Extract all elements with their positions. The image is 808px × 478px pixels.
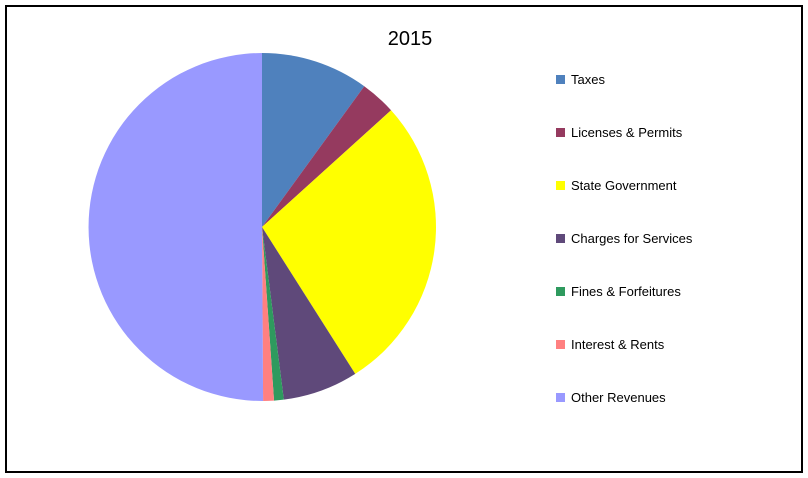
legend-label: Licenses & Permits <box>571 125 683 140</box>
pie-slice-4 <box>262 227 356 400</box>
legend: Taxes Licenses & Permits State Government C… <box>556 72 692 443</box>
legend-item: Other Revenues <box>556 390 692 443</box>
legend-swatch <box>556 128 565 137</box>
pie-slice-6 <box>262 227 275 401</box>
pie-slice-5 <box>262 227 284 401</box>
pie-slice-3 <box>262 110 436 374</box>
legend-swatch <box>556 340 565 349</box>
legend-label: Interest & Rents <box>571 337 665 352</box>
legend-label: Taxes <box>571 72 605 87</box>
legend-swatch <box>556 75 565 84</box>
legend-item: Licenses & Permits <box>556 125 692 178</box>
pie-slice-1 <box>262 53 365 227</box>
legend-swatch <box>556 234 565 243</box>
legend-label: Other Revenues <box>571 390 666 405</box>
legend-label: Charges for Services <box>571 231 693 246</box>
legend-label: State Government <box>571 178 677 193</box>
legend-item: Charges for Services <box>556 231 692 284</box>
legend-item: Interest & Rents <box>556 337 692 390</box>
legend-swatch <box>556 287 565 296</box>
legend-item: State Government <box>556 178 692 231</box>
pie-slice-7 <box>88 53 264 402</box>
chart-title: 2015 <box>387 28 433 50</box>
legend-swatch <box>556 393 565 402</box>
legend-label: Fines & Forfeitures <box>571 284 681 299</box>
pie-slice-2 <box>262 86 392 227</box>
legend-swatch <box>556 181 565 190</box>
legend-item: Fines & Forfeitures <box>556 284 692 337</box>
legend-item: Taxes <box>556 72 692 125</box>
